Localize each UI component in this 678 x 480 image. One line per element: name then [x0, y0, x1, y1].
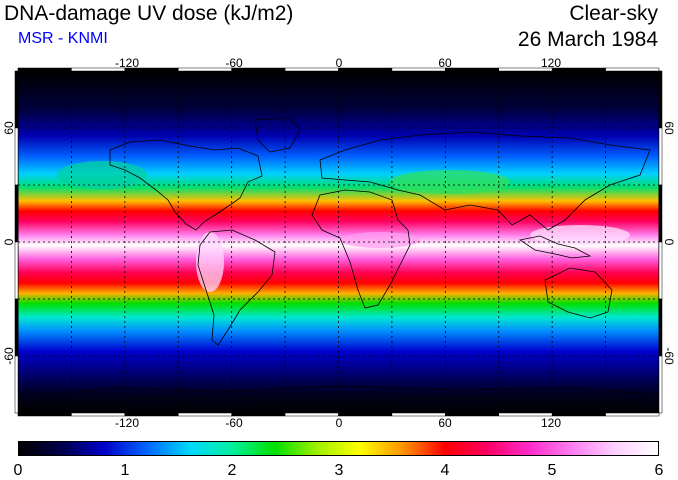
frame-edge-mark [658, 127, 663, 186]
frame-edge-mark [658, 184, 663, 243]
lon-tick-bottom: -120 [115, 416, 139, 430]
coastlines [39, 117, 651, 396]
date-label: 26 March 1984 [517, 28, 658, 51]
lon-tick-top: -120 [115, 56, 139, 70]
lon-tick-top: 0 [336, 56, 343, 70]
scale-tick-4: 4 [441, 462, 450, 479]
frame-edge-mark [391, 412, 446, 417]
lon-tick-top: 60 [438, 56, 452, 70]
frame-edge-mark [284, 412, 339, 417]
map-title: DNA-damage UV dose (kJ/m2) [4, 2, 294, 25]
uv-dose-map: -120 -60 0 60 120 -120 -60 0 60 120 60 0… [2, 56, 676, 430]
frame-edge-mark [14, 127, 19, 186]
maritime-continent-coastline [518, 235, 592, 259]
frame-edge-mark [284, 67, 339, 72]
lat-tick-right: 60 [662, 121, 676, 135]
south-america-coastline [197, 229, 276, 346]
sky-condition-label: Clear-sky [569, 2, 658, 25]
frame-edge-mark [14, 184, 19, 243]
frame-edge-mark [658, 70, 663, 129]
africa-coastline [311, 189, 411, 309]
north-america-coastline [109, 139, 263, 231]
graticule [18, 71, 659, 413]
frame-edge-mark [658, 355, 663, 414]
frame-edge-mark [14, 355, 19, 414]
scale-tick-2: 2 [228, 462, 237, 479]
frame-edge-mark [391, 67, 446, 72]
frame-edge-mark [605, 67, 660, 72]
frame-edge-mark [17, 67, 72, 72]
lon-tick-top: 120 [541, 56, 561, 70]
frame-edge-mark [338, 412, 393, 417]
scale-tick-5: 5 [548, 462, 557, 479]
frame-edge-mark [658, 298, 663, 357]
lon-tick-bottom: -60 [225, 416, 243, 430]
frame-edge-mark [445, 412, 500, 417]
frame-edge-mark [445, 67, 500, 72]
frame-edge-marks [14, 67, 663, 417]
greenland-coastline [254, 117, 301, 153]
lon-tick-top: -60 [225, 56, 243, 70]
source-label: MSR - KNMI [18, 30, 108, 47]
lon-tick-bottom: 60 [438, 416, 452, 430]
lat-tick-right: 0 [662, 239, 676, 246]
antarctica-coastline [39, 385, 651, 396]
lon-tick-bottom: 120 [541, 416, 561, 430]
eurasia-coastline [319, 131, 651, 231]
lon-tick-bottom: 0 [336, 416, 343, 430]
frame-edge-mark [338, 67, 393, 72]
scale-tick-1: 1 [121, 462, 130, 479]
frame-edge-mark [14, 241, 19, 300]
australia-coastline [544, 267, 613, 319]
frame-edge-mark [178, 67, 232, 72]
scale-tick-3: 3 [335, 462, 344, 479]
frame-edge-mark [17, 412, 72, 417]
lat-tick-left: -60 [2, 347, 16, 365]
frame-edge-mark [14, 70, 19, 129]
color-scale-labels: 0 1 2 3 4 5 6 [14, 462, 664, 479]
lat-tick-left: 0 [2, 238, 16, 245]
frame-edge-mark [658, 241, 663, 300]
color-scale-bar [18, 441, 659, 456]
lat-tick-right: -60 [662, 347, 676, 365]
frame-edge-mark [605, 412, 660, 417]
scale-tick-6: 6 [655, 462, 664, 479]
scale-tick-0: 0 [14, 462, 23, 479]
lat-tick-left: 60 [2, 121, 16, 135]
frame-edge-mark [178, 412, 232, 417]
